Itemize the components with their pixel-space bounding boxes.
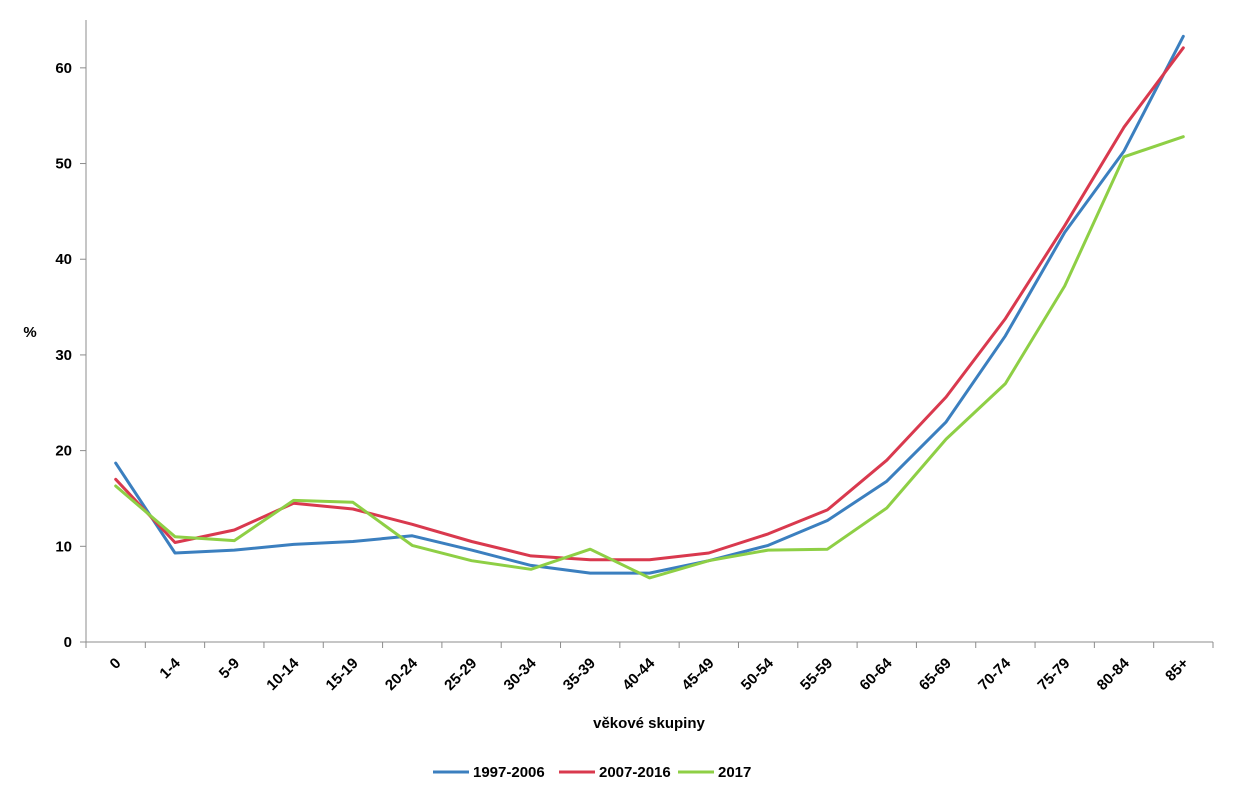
x-tick-label: 75-79 (1034, 655, 1073, 694)
series-lines (114, 34, 1185, 580)
x-tick-label: 15-19 (323, 655, 362, 694)
x-tick-label: 40-44 (619, 654, 659, 694)
x-tick-label: 55-59 (797, 655, 836, 694)
x-tick-label: 65-69 (916, 655, 955, 694)
chart-axes (85, 20, 1213, 643)
x-tick-label: 85+ (1162, 655, 1192, 685)
x-tick-label: 35-39 (560, 655, 599, 694)
x-tick-label: 5-9 (216, 655, 243, 682)
y-tick-label: 0 (64, 634, 72, 651)
y-tick-label: 30 (55, 347, 72, 364)
x-tick-label: 45-49 (678, 655, 717, 694)
legend-label: 1997-2006 (473, 764, 545, 781)
legend-label: 2007-2016 (599, 764, 671, 781)
y-tick-label: 20 (55, 443, 72, 460)
series-line-2017 (114, 135, 1185, 580)
legend-item: 2007-2016 (559, 764, 671, 781)
legend-label: 2017 (718, 764, 751, 781)
y-tick-label: 50 (55, 156, 72, 173)
x-tick-label: 30-34 (501, 654, 541, 694)
x-tick-label: 60-64 (856, 654, 896, 694)
x-tick-label: 1-4 (156, 654, 184, 682)
x-tick-label: 25-29 (441, 655, 480, 694)
legend-item: 2017 (678, 764, 751, 781)
y-tick-label: 10 (55, 538, 72, 555)
series-line-1997-2006 (114, 34, 1185, 575)
chart-legend: 1997-2006 2007-2016 2017 (433, 764, 751, 781)
y-axis-ticks: 0 10 20 30 40 50 60 (55, 60, 86, 651)
x-axis-title: věkové skupiny (593, 715, 705, 732)
series-line-2007-2016 (114, 46, 1185, 562)
x-tick-label: 10-14 (263, 654, 303, 694)
y-tick-label: 60 (55, 60, 72, 77)
x-tick-label: 20-24 (382, 654, 422, 694)
x-tick-label: 0 (107, 655, 125, 673)
x-axis-ticks: 0 1-4 5-9 10-14 15-19 20-24 25-29 30-34 35-39 40-… (85, 642, 1214, 694)
x-tick-label: 70-74 (975, 654, 1015, 694)
legend-item: 1997-2006 (433, 764, 545, 781)
y-axis-title: % (23, 324, 36, 341)
x-tick-label: 50-54 (738, 654, 778, 694)
y-tick-label: 40 (55, 251, 72, 268)
x-tick-label: 80-84 (1094, 654, 1134, 694)
